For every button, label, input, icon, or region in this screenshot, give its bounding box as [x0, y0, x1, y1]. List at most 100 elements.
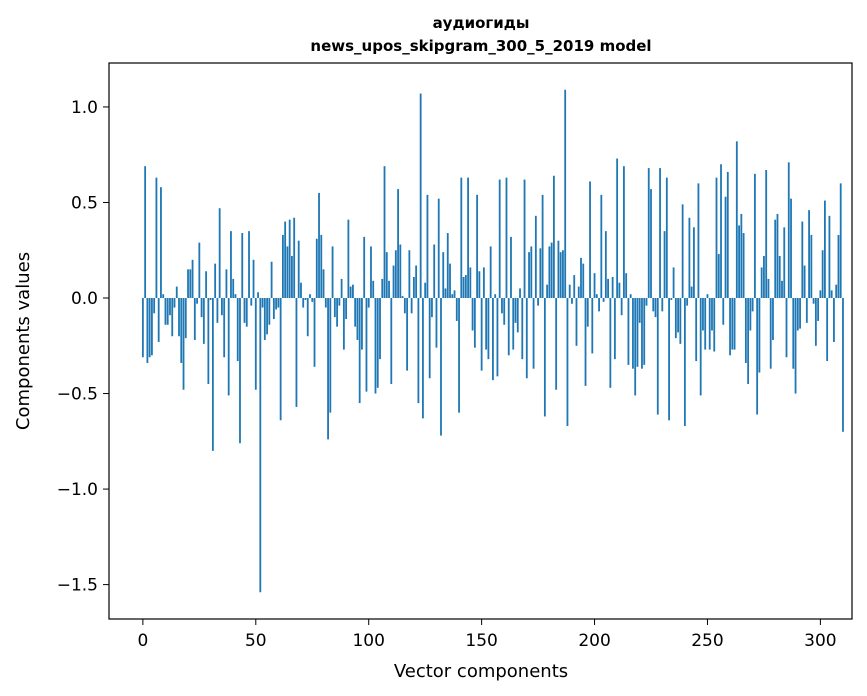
bar-100	[367, 298, 370, 308]
bar-138	[453, 290, 456, 299]
bar-83	[329, 298, 332, 413]
bar-209	[613, 298, 616, 360]
bar-306	[833, 298, 835, 342]
bar-47	[248, 231, 250, 299]
bar-124	[422, 298, 424, 419]
bar-52	[259, 298, 262, 593]
bar-50	[254, 298, 257, 390]
bar-200	[593, 273, 596, 299]
bar-156	[494, 294, 497, 299]
bar-26	[200, 298, 203, 318]
bar-132	[440, 298, 442, 436]
bar-195	[582, 263, 585, 299]
bar-242	[688, 217, 691, 299]
bar-116	[403, 298, 406, 314]
bar-148	[476, 194, 479, 299]
bar-67	[293, 217, 296, 299]
bar-277	[767, 278, 770, 299]
bar-32	[214, 263, 217, 299]
y-tick-label: 0.5	[71, 193, 98, 213]
bar-118	[408, 250, 411, 299]
bar-17	[180, 298, 183, 363]
bar-8	[160, 187, 162, 299]
bar-36	[223, 298, 226, 358]
bar-235	[672, 267, 675, 299]
bar-161	[505, 177, 508, 299]
bar-61	[279, 298, 282, 421]
bar-39	[230, 231, 232, 299]
bar-87	[338, 298, 341, 306]
bar-262	[733, 298, 736, 350]
bar-268	[747, 298, 750, 384]
bar-287	[790, 198, 792, 299]
bar-245	[695, 298, 698, 362]
x-tick-label: 300	[804, 631, 836, 651]
bar-293	[803, 265, 806, 299]
bar-185	[559, 252, 562, 299]
bar-194	[580, 257, 582, 299]
bar-7	[157, 298, 160, 342]
chart-title: аудиогиды	[433, 14, 530, 32]
bar-233	[668, 298, 670, 421]
bar-95	[356, 298, 359, 341]
bar-149	[478, 271, 481, 299]
y-tick-label: 0.0	[71, 289, 98, 309]
bar-150	[480, 298, 483, 371]
bar-2	[146, 298, 149, 363]
bar-159	[501, 298, 503, 314]
bar-253	[713, 298, 716, 352]
x-tick-label: 250	[691, 631, 723, 651]
y-tick-label: 1.0	[71, 98, 98, 118]
bar-201	[595, 294, 598, 299]
bar-14	[173, 298, 176, 308]
bar-279	[772, 298, 774, 341]
bar-218	[634, 298, 637, 396]
bar-224	[647, 168, 650, 299]
y-axis-label: Components values	[13, 252, 34, 430]
bar-131	[437, 198, 440, 299]
bar-290	[796, 298, 799, 331]
bar-183	[555, 298, 558, 390]
bar-126	[426, 194, 429, 299]
bar-205	[604, 231, 607, 299]
bar-241	[686, 298, 689, 306]
bar-43	[239, 298, 241, 444]
bar-265	[740, 213, 743, 299]
bar-128	[431, 298, 433, 318]
bar-99	[365, 298, 368, 392]
bar-278	[769, 298, 772, 369]
bar-146	[471, 298, 474, 331]
bar-228	[656, 298, 659, 415]
x-axis: 0 50 100 150 200 250 300	[137, 619, 837, 651]
x-axis-label: Vector components	[394, 661, 568, 682]
chart-subtitle: news_upos_skipgram_300_5_2019 model	[310, 37, 651, 55]
bar-136	[449, 263, 451, 299]
y-tick-label: −1.0	[57, 480, 98, 500]
bar-284	[783, 227, 786, 299]
bar-33	[216, 298, 219, 323]
bar-45	[243, 298, 246, 323]
bar-206	[607, 278, 609, 299]
bar-225	[650, 189, 652, 299]
bar-76	[313, 298, 316, 367]
bar-134	[444, 288, 447, 299]
bar-86	[336, 298, 338, 327]
bar-18	[182, 298, 185, 390]
bar-297	[812, 298, 815, 304]
bar-180	[548, 246, 551, 299]
bar-182	[552, 175, 555, 299]
bar-271	[753, 173, 756, 299]
bar-193	[577, 286, 580, 299]
x-tick-label: 100	[352, 631, 384, 651]
bar-46	[245, 298, 248, 327]
bar-79	[320, 234, 323, 299]
bar-236	[674, 298, 677, 339]
bar-226	[652, 298, 655, 312]
bar-21	[189, 269, 192, 299]
bar-211	[618, 282, 621, 299]
bar-60	[277, 298, 280, 308]
bar-104	[376, 298, 379, 388]
bar-263	[735, 141, 738, 299]
bar-269	[749, 298, 752, 331]
bar-304	[828, 215, 831, 299]
